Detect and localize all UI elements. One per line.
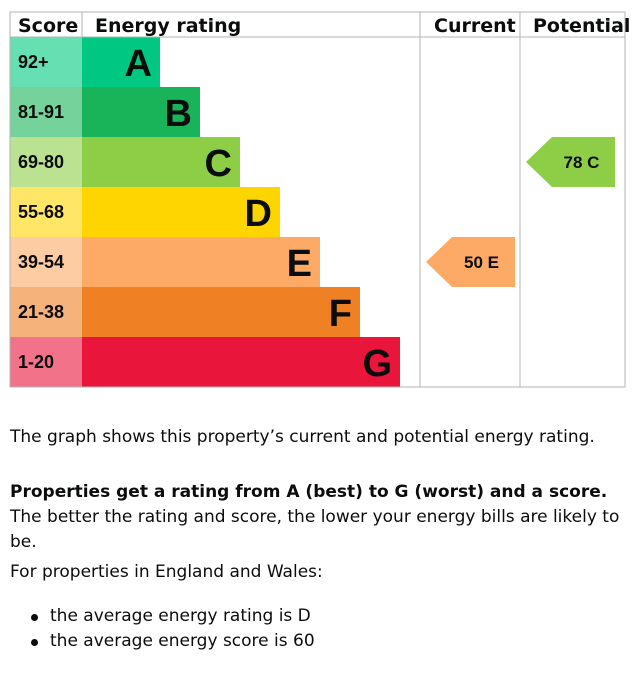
header-energy-rating: Energy rating: [95, 15, 241, 37]
region-paragraph: For properties in England and Wales:: [10, 562, 323, 582]
score-range-c: 69-80: [18, 152, 64, 172]
score-cell-c: [10, 137, 82, 187]
score-cell-a: [10, 37, 82, 87]
band-bar-e: [82, 237, 320, 287]
score-cell-f: [10, 287, 82, 337]
band-bar-c: [82, 137, 240, 187]
score-range-d: 55-68: [18, 202, 64, 222]
band-bar-b: [82, 87, 200, 137]
band-letter-c: C: [205, 143, 232, 185]
band-letter-d: D: [245, 193, 272, 235]
epc-chart: Score Energy rating Current Potential 92…: [9, 11, 630, 388]
chart-border: [9, 11, 626, 388]
potential-rating-label: 78 C: [564, 153, 600, 172]
header-score: Score: [18, 15, 78, 37]
potential-rating-arrow: [526, 137, 615, 187]
header-current: Current: [434, 15, 516, 37]
current-rating-arrow: [426, 237, 515, 287]
score-cell-g: [10, 337, 82, 387]
score-range-e: 39-54: [18, 252, 64, 272]
score-cell-d: [10, 187, 82, 237]
rating-explanation-bold: Properties get a rating from A (best) to…: [10, 482, 608, 502]
band-bar-g: [82, 337, 400, 387]
score-range-a: 92+: [18, 52, 49, 72]
region-note: For properties in England and Wales:: [10, 560, 630, 585]
average-score-item: the average energy score is 60: [10, 629, 315, 654]
band-bar-f: [82, 287, 360, 337]
chart-summary-text: The graph shows this property’s current …: [10, 425, 630, 450]
rating-explanation: Properties get a rating from A (best) to…: [10, 480, 630, 555]
rating-explanation-rest: The better the rating and score, the low…: [10, 507, 620, 552]
rating-markers: 50 E 78 C: [426, 137, 615, 287]
score-range-b: 81-91: [18, 102, 64, 122]
band-letter-b: B: [165, 93, 192, 135]
header-potential: Potential: [533, 15, 630, 37]
band-bar-a: [82, 37, 160, 87]
score-range-g: 1-20: [18, 352, 54, 372]
table-grid: [9, 11, 626, 388]
current-rating-label: 50 E: [464, 253, 499, 272]
column-headers: Score Energy rating Current Potential: [18, 15, 630, 37]
score-range-f: 21-38: [18, 302, 64, 322]
average-rating-item: the average energy rating is D: [10, 604, 315, 629]
score-cell-e: [10, 237, 82, 287]
band-letter-a: A: [125, 43, 152, 85]
band-letter-e: E: [287, 243, 312, 285]
band-bar-d: [82, 187, 280, 237]
average-list: the average energy rating is D the avera…: [10, 604, 315, 654]
rating-bands: 92+ A 81-91 B 69-80 C 55-68 D 39-54 E 21-38 F 1-20 G: [10, 37, 400, 387]
score-cell-b: [10, 87, 82, 137]
summary-paragraph: The graph shows this property’s current …: [10, 427, 595, 447]
band-letter-g: G: [362, 343, 392, 385]
band-letter-f: F: [329, 293, 352, 335]
